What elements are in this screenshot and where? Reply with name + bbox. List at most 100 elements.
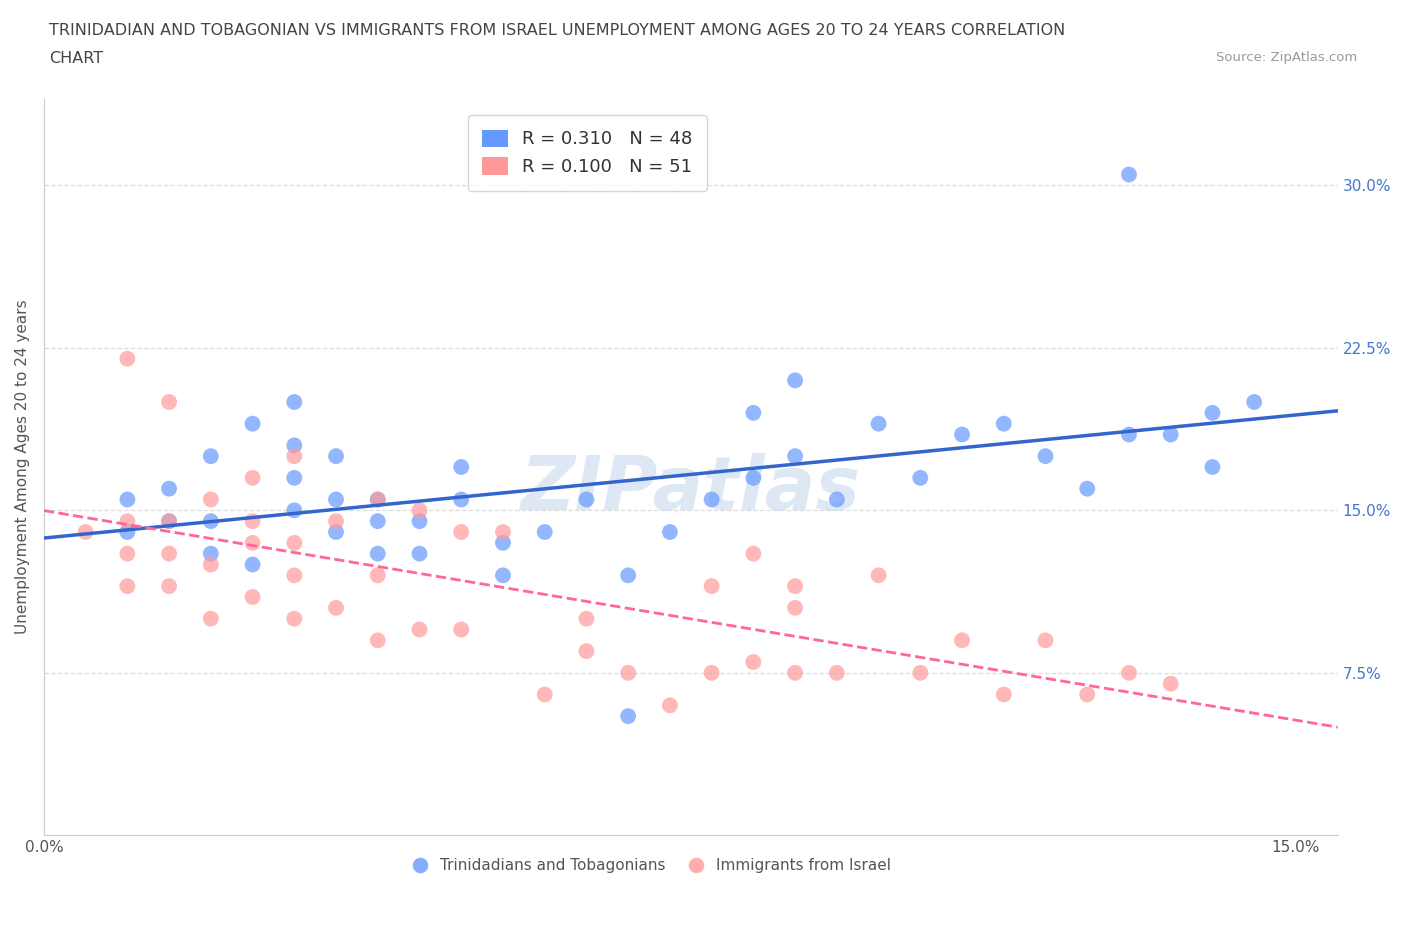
- Point: [283, 394, 305, 409]
- Point: [367, 492, 389, 507]
- Point: [1076, 687, 1098, 702]
- Point: [75, 525, 97, 539]
- Text: ZIPatlas: ZIPatlas: [520, 453, 860, 525]
- Point: [200, 449, 222, 464]
- Point: [117, 352, 139, 366]
- Point: [785, 373, 807, 388]
- Point: [1118, 167, 1140, 182]
- Point: [575, 644, 598, 658]
- Point: [868, 568, 890, 583]
- Point: [1035, 449, 1057, 464]
- Point: [242, 557, 264, 572]
- Point: [242, 417, 264, 432]
- Point: [785, 449, 807, 464]
- Point: [242, 590, 264, 604]
- Text: Source: ZipAtlas.com: Source: ZipAtlas.com: [1216, 51, 1357, 64]
- Point: [408, 503, 430, 518]
- Y-axis label: Unemployment Among Ages 20 to 24 years: Unemployment Among Ages 20 to 24 years: [15, 299, 30, 634]
- Point: [242, 513, 264, 528]
- Point: [325, 601, 347, 616]
- Point: [200, 513, 222, 528]
- Point: [1160, 676, 1182, 691]
- Point: [200, 557, 222, 572]
- Point: [742, 471, 765, 485]
- Point: [658, 698, 681, 712]
- Point: [283, 438, 305, 453]
- Point: [825, 665, 848, 680]
- Point: [868, 417, 890, 432]
- Point: [825, 492, 848, 507]
- Point: [785, 578, 807, 593]
- Point: [993, 687, 1015, 702]
- Point: [910, 665, 932, 680]
- Point: [242, 471, 264, 485]
- Point: [408, 513, 430, 528]
- Point: [533, 525, 555, 539]
- Point: [157, 481, 180, 496]
- Point: [408, 622, 430, 637]
- Legend: Trinidadians and Tobagonians, Immigrants from Israel: Trinidadians and Tobagonians, Immigrants…: [406, 852, 897, 879]
- Point: [910, 471, 932, 485]
- Point: [742, 546, 765, 561]
- Point: [325, 492, 347, 507]
- Point: [1201, 459, 1223, 474]
- Point: [617, 568, 640, 583]
- Point: [367, 546, 389, 561]
- Text: CHART: CHART: [49, 51, 103, 66]
- Point: [283, 536, 305, 551]
- Point: [700, 492, 723, 507]
- Point: [157, 546, 180, 561]
- Point: [408, 546, 430, 561]
- Point: [450, 492, 472, 507]
- Point: [283, 611, 305, 626]
- Point: [492, 536, 515, 551]
- Point: [367, 492, 389, 507]
- Point: [367, 568, 389, 583]
- Point: [117, 492, 139, 507]
- Point: [742, 655, 765, 670]
- Point: [242, 536, 264, 551]
- Point: [658, 525, 681, 539]
- Text: TRINIDADIAN AND TOBAGONIAN VS IMMIGRANTS FROM ISRAEL UNEMPLOYMENT AMONG AGES 20 : TRINIDADIAN AND TOBAGONIAN VS IMMIGRANTS…: [49, 23, 1066, 38]
- Point: [450, 459, 472, 474]
- Point: [1243, 394, 1265, 409]
- Point: [325, 449, 347, 464]
- Point: [283, 471, 305, 485]
- Point: [533, 687, 555, 702]
- Point: [1118, 665, 1140, 680]
- Point: [617, 709, 640, 724]
- Point: [157, 578, 180, 593]
- Point: [450, 622, 472, 637]
- Point: [492, 525, 515, 539]
- Point: [492, 568, 515, 583]
- Point: [1160, 427, 1182, 442]
- Point: [367, 633, 389, 648]
- Point: [157, 394, 180, 409]
- Point: [283, 503, 305, 518]
- Point: [617, 665, 640, 680]
- Point: [700, 578, 723, 593]
- Point: [950, 633, 973, 648]
- Point: [283, 568, 305, 583]
- Point: [117, 525, 139, 539]
- Point: [117, 546, 139, 561]
- Point: [325, 513, 347, 528]
- Point: [742, 405, 765, 420]
- Point: [785, 665, 807, 680]
- Point: [1118, 427, 1140, 442]
- Point: [993, 417, 1015, 432]
- Point: [325, 525, 347, 539]
- Point: [575, 611, 598, 626]
- Point: [700, 665, 723, 680]
- Point: [1201, 405, 1223, 420]
- Point: [117, 513, 139, 528]
- Point: [157, 513, 180, 528]
- Point: [950, 427, 973, 442]
- Point: [200, 492, 222, 507]
- Point: [117, 578, 139, 593]
- Point: [200, 546, 222, 561]
- Point: [283, 449, 305, 464]
- Point: [575, 492, 598, 507]
- Point: [1035, 633, 1057, 648]
- Point: [367, 513, 389, 528]
